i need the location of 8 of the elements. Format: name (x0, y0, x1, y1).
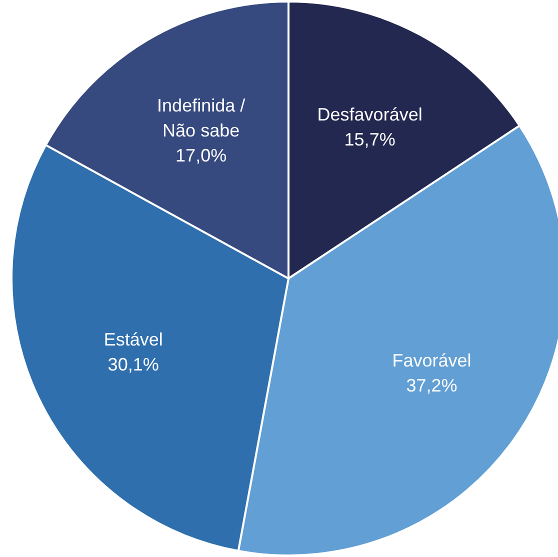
slice-label: Indefinida / Não sabe (157, 96, 246, 141)
slice-label: Desfavorável (317, 104, 422, 125)
slice-label: Estável (104, 330, 163, 350)
data-label: 17,0% (176, 146, 227, 166)
data-label: 30,1% (108, 354, 159, 375)
data-label: 37,2% (406, 376, 458, 396)
slice-label: Favorável (392, 350, 472, 371)
data-label: 15,7% (344, 130, 396, 150)
